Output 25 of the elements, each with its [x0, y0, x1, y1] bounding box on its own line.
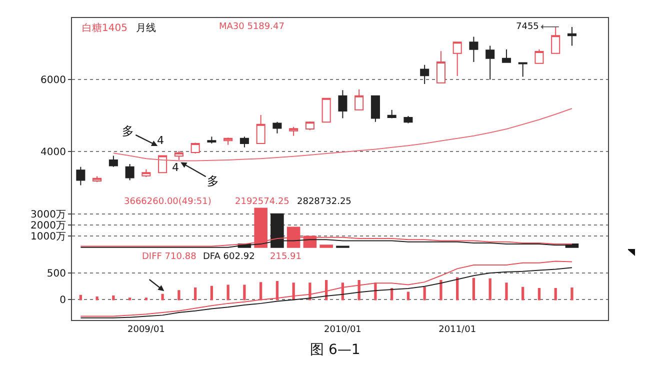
- y-tick-label: 3000万: [30, 209, 66, 220]
- caption: 图 6—1: [310, 342, 360, 358]
- y-tick-label: 0: [60, 295, 66, 306]
- y-tick-label: 6000: [40, 74, 66, 86]
- x-tick-label: 2009/01: [127, 324, 165, 335]
- y-tick-label: 4000: [40, 146, 66, 158]
- x-tick-label: 2011/01: [438, 324, 476, 335]
- annotation: 4: [172, 161, 179, 174]
- annotation: 月线: [136, 22, 156, 34]
- y-tick-label: 1000万: [30, 232, 66, 243]
- annotation: MA30 5189.47: [219, 22, 284, 32]
- annotation: 2828732.25: [297, 197, 352, 207]
- annotation: 2192574.25: [235, 197, 290, 207]
- annotation: 多: [207, 174, 219, 188]
- annotation: 215.91: [270, 252, 302, 262]
- annotation: DFA 602.92: [203, 252, 255, 262]
- y-tick-label: 500: [46, 268, 66, 280]
- annotation: 3666260.00(49:51): [124, 197, 212, 207]
- annotation: 7455: [516, 22, 539, 32]
- annotation: 白糖1405: [82, 22, 128, 34]
- y-tick-label: 2000万: [30, 220, 66, 232]
- annotation: 多: [122, 124, 134, 138]
- annotation: DIFF 710.88: [142, 252, 197, 262]
- annotation: 4: [157, 134, 164, 147]
- x-tick-label: 2010/01: [324, 324, 362, 335]
